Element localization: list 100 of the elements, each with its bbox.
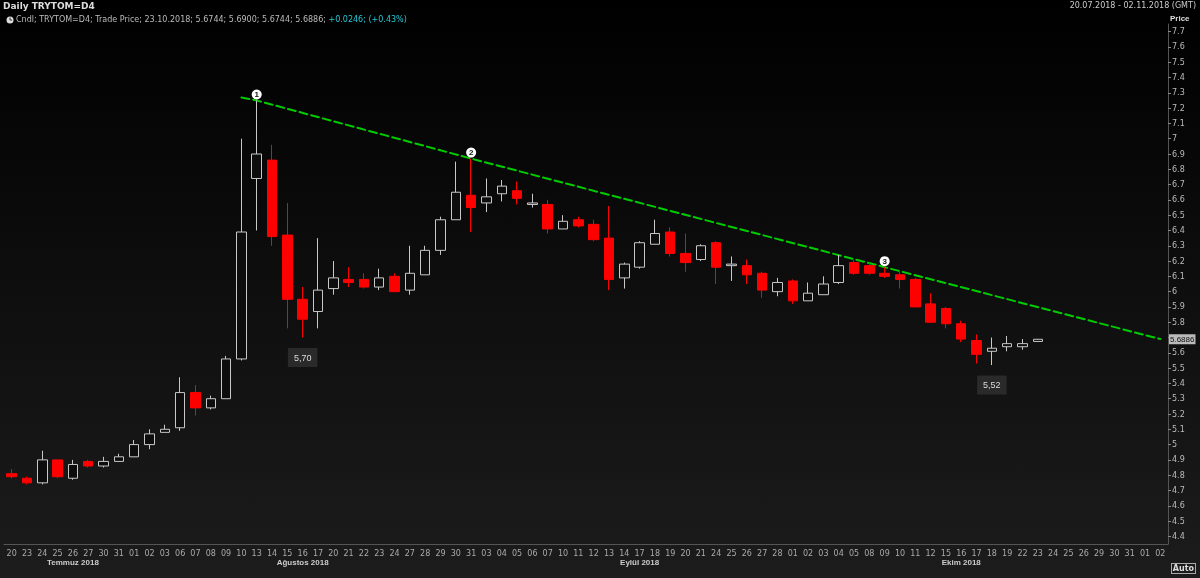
candlestick xyxy=(879,266,890,279)
candlestick xyxy=(175,376,185,432)
x-tick-label: 13 xyxy=(251,548,262,558)
candlestick xyxy=(742,259,752,285)
candlestick xyxy=(374,268,384,291)
x-tick-label: 11 xyxy=(910,548,921,558)
x-tick-label: 12 xyxy=(588,548,599,558)
candlestick xyxy=(52,459,63,479)
y-tick-label: 7 xyxy=(1172,134,1178,144)
y-tick-label: 7.3 xyxy=(1172,88,1185,98)
annotation: 2 xyxy=(468,148,474,158)
x-tick-label: 08 xyxy=(205,548,216,558)
x-tick-label: 22 xyxy=(358,548,370,558)
y-tick-label: 5.3 xyxy=(1172,394,1185,404)
x-tick-label: 18 xyxy=(649,548,661,558)
x-tick-label: 31 xyxy=(466,548,477,558)
x-tick-label: 28 xyxy=(420,548,431,558)
candlestick xyxy=(497,179,507,202)
x-tick-label: 26 xyxy=(1078,548,1089,558)
y-tick-label: 5.2 xyxy=(1172,409,1185,419)
x-tick-label: 10 xyxy=(236,548,247,558)
text: Temmuz 2018 xyxy=(46,557,100,567)
candlestick xyxy=(987,337,997,366)
candlestick xyxy=(971,333,982,365)
candlestick xyxy=(451,161,461,221)
x-tick-label: 31 xyxy=(1124,548,1135,558)
x-tick-label: 29 xyxy=(435,548,446,558)
y-tick-label: 5.1 xyxy=(1172,424,1185,434)
candlestick xyxy=(1002,335,1012,352)
candlestick xyxy=(711,240,721,285)
y-tick-label: 4.5 xyxy=(1172,516,1185,526)
x-tick-label: 20 xyxy=(328,548,339,558)
candlestick xyxy=(83,459,93,469)
x-tick-label: 01 xyxy=(129,548,140,558)
x-tick-label: 16 xyxy=(297,548,308,558)
text: Cndl; TRYTOM=D4; Trade Price; 23.10.2018; 5.6744; 5.6900; 5.6744; 5.6886; +0.0246; (+0.43%) xyxy=(16,15,407,24)
y-tick-label: 6.8 xyxy=(1172,164,1185,174)
y-tick-label: 7.2 xyxy=(1172,103,1185,113)
annotation: 5,52 xyxy=(983,380,1001,391)
x-tick-label: 03 xyxy=(159,548,170,558)
x-tick-label: 11 xyxy=(573,548,584,558)
candlestick xyxy=(359,272,369,290)
x-tick-label: 07 xyxy=(190,548,201,558)
x-tick-label: 06 xyxy=(527,548,538,558)
candlestick xyxy=(343,266,354,288)
y-tick-label: 6.7 xyxy=(1172,180,1185,190)
y-tick-label: 7.5 xyxy=(1172,57,1185,67)
x-tick-label: 13 xyxy=(603,548,615,558)
candlestick xyxy=(910,277,921,308)
x-tick-label: 09 xyxy=(220,548,232,558)
y-tick-label: 7.1 xyxy=(1172,118,1185,128)
candlestick xyxy=(573,216,584,228)
candlestick xyxy=(941,306,951,329)
candlestick xyxy=(481,177,492,213)
candlestick xyxy=(282,202,293,329)
x-tick-label: 03 xyxy=(818,548,829,558)
candlestick xyxy=(818,275,829,296)
x-tick-label: 16 xyxy=(956,548,967,558)
candlestick xyxy=(22,476,32,485)
y-tick-label: 4.4 xyxy=(1172,531,1185,541)
candlestick xyxy=(328,260,339,296)
x-tick-label: 04 xyxy=(833,548,844,558)
y-tick-label: 6.4 xyxy=(1172,225,1185,235)
y-tick-label: 6.5 xyxy=(1172,210,1185,220)
x-tick-label: 05 xyxy=(848,548,860,558)
x-tick-label: 18 xyxy=(986,548,997,558)
candlestick xyxy=(696,243,706,262)
candlestick xyxy=(680,233,691,273)
x-tick-label: 24 xyxy=(37,548,48,558)
candlestick xyxy=(68,459,78,481)
candlestick xyxy=(604,205,614,291)
x-tick-label: 21 xyxy=(695,548,706,558)
candlestick xyxy=(190,384,201,417)
x-tick-label: 12 xyxy=(925,548,936,558)
x-tick-label: 15 xyxy=(940,548,952,558)
candlestick xyxy=(925,292,936,323)
x-tick-label: 24 xyxy=(711,548,722,558)
x-tick-label: 02 xyxy=(1155,548,1166,558)
candlestick xyxy=(650,219,660,245)
y-tick-label: 5 xyxy=(1172,440,1178,450)
candlestick xyxy=(251,99,262,231)
x-tick-label: 17 xyxy=(312,548,324,558)
x-tick-label: 30 xyxy=(1109,548,1120,558)
x-tick-label: 05 xyxy=(511,548,523,558)
candlestick xyxy=(512,181,522,205)
candlestick xyxy=(1033,338,1043,342)
x-tick-label: 01 xyxy=(787,548,798,558)
x-tick-label: 27 xyxy=(757,548,768,558)
y-tick-label: 7.6 xyxy=(1172,42,1185,52)
candlestick xyxy=(864,262,875,276)
candlestick xyxy=(788,278,798,305)
y-axis-title: Price xyxy=(1170,13,1191,23)
x-tick-label: 20 xyxy=(680,548,691,558)
candlestick xyxy=(221,355,231,400)
candlestick xyxy=(803,281,813,302)
x-tick-label: 02 xyxy=(144,548,155,558)
x-tick-label: 14 xyxy=(266,548,278,558)
candlestick xyxy=(313,237,323,329)
candlestick xyxy=(558,214,568,230)
x-tick-label: 08 xyxy=(864,548,875,558)
